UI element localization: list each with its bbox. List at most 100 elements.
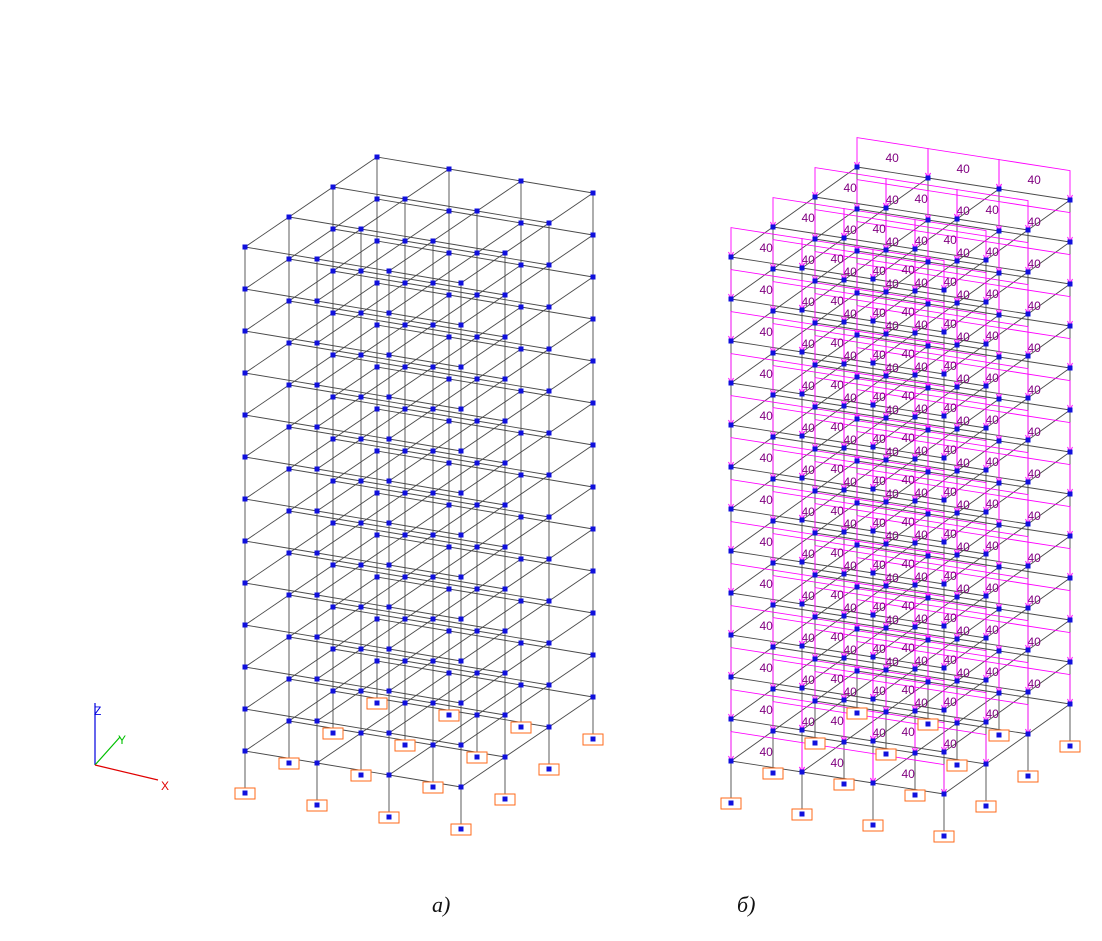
beam-y xyxy=(360,324,406,356)
beam-y xyxy=(388,576,434,608)
beam-y xyxy=(772,322,816,354)
load-value-label: 40 xyxy=(844,475,858,489)
node xyxy=(314,550,320,556)
node xyxy=(983,467,989,473)
beam-y xyxy=(1027,283,1071,315)
beam-y xyxy=(476,348,522,380)
load-value-label: 40 xyxy=(957,246,971,260)
beam-y xyxy=(476,642,522,674)
beam-y xyxy=(460,756,506,788)
node xyxy=(518,640,524,646)
node xyxy=(518,682,524,688)
load-value-label: 40 xyxy=(957,456,971,470)
beam-y xyxy=(504,600,550,632)
node xyxy=(330,226,336,232)
beam-y xyxy=(388,618,434,650)
beam-x xyxy=(814,532,887,545)
beam-y xyxy=(404,420,450,452)
beam-x xyxy=(244,330,318,344)
beam-x xyxy=(376,240,450,254)
distributed-load-outline xyxy=(872,459,945,500)
node xyxy=(358,562,364,568)
node xyxy=(286,298,292,304)
node xyxy=(590,316,596,322)
beam-x xyxy=(914,416,987,429)
beam-x xyxy=(998,398,1071,411)
load-value-label: 40 xyxy=(1028,215,1042,229)
node xyxy=(430,364,436,370)
beam-x xyxy=(914,458,987,471)
beam-x xyxy=(956,386,1029,399)
node xyxy=(799,559,805,565)
beam-y xyxy=(885,513,929,545)
node xyxy=(941,707,947,713)
beam-y xyxy=(814,502,858,534)
beam-x xyxy=(432,408,506,422)
distributed-load-outline xyxy=(872,543,945,584)
node xyxy=(402,238,408,244)
node xyxy=(446,166,452,172)
beam-x xyxy=(772,730,845,743)
beam-y xyxy=(504,558,550,590)
node xyxy=(983,593,989,599)
load-value-label: 40 xyxy=(844,601,858,615)
beam-x xyxy=(914,500,987,513)
beam-x xyxy=(885,711,958,724)
beam-x xyxy=(288,720,362,734)
beam-y xyxy=(772,364,816,396)
node xyxy=(799,517,805,523)
beam-x xyxy=(730,550,803,563)
load-value-label: 40 xyxy=(831,336,845,350)
load-value-label: 40 xyxy=(944,527,958,541)
node xyxy=(502,712,508,718)
beam-x xyxy=(885,459,958,472)
beam-y xyxy=(332,240,378,272)
load-value-label: 40 xyxy=(915,528,929,542)
beam-x xyxy=(244,666,318,680)
beam-y xyxy=(244,300,290,332)
node xyxy=(546,514,552,520)
beam-y xyxy=(885,303,929,335)
load-value-label: 40 xyxy=(802,295,816,309)
node xyxy=(286,718,292,724)
load-value-label: 40 xyxy=(886,445,900,459)
beam-x xyxy=(998,440,1071,453)
beam-x xyxy=(404,324,478,338)
node xyxy=(458,574,464,580)
node xyxy=(983,761,989,767)
beam-x xyxy=(376,660,450,674)
load-value-label: 40 xyxy=(986,497,1000,511)
load-value-label: 40 xyxy=(844,517,858,531)
beam-x xyxy=(998,356,1071,369)
beam-y xyxy=(244,552,290,584)
beam-x xyxy=(520,180,594,194)
distributed-load-outline xyxy=(914,345,987,386)
node xyxy=(854,374,860,380)
node xyxy=(590,694,596,700)
distributed-load-outline xyxy=(914,303,987,344)
load-value-label: 40 xyxy=(902,431,916,445)
support-node xyxy=(728,800,734,806)
node xyxy=(770,434,776,440)
beam-y xyxy=(432,420,478,452)
beam-x xyxy=(856,376,929,389)
beam-x xyxy=(520,684,594,698)
beam-y xyxy=(504,264,550,296)
load-value-label: 40 xyxy=(1028,383,1042,397)
beam-y xyxy=(772,196,816,228)
beam-x xyxy=(288,678,362,692)
beam-x xyxy=(388,522,462,536)
beam-y xyxy=(956,188,1000,220)
node xyxy=(883,625,889,631)
beam-y xyxy=(388,240,434,272)
support-node xyxy=(883,751,889,757)
node xyxy=(841,613,847,619)
distributed-load-outline xyxy=(872,711,945,752)
beam-y xyxy=(432,378,478,410)
node xyxy=(402,532,408,538)
support-node xyxy=(954,762,960,768)
support-node xyxy=(983,803,989,809)
load-value-label: 40 xyxy=(802,253,816,267)
beam-x xyxy=(772,436,845,449)
beam-x xyxy=(730,466,803,479)
